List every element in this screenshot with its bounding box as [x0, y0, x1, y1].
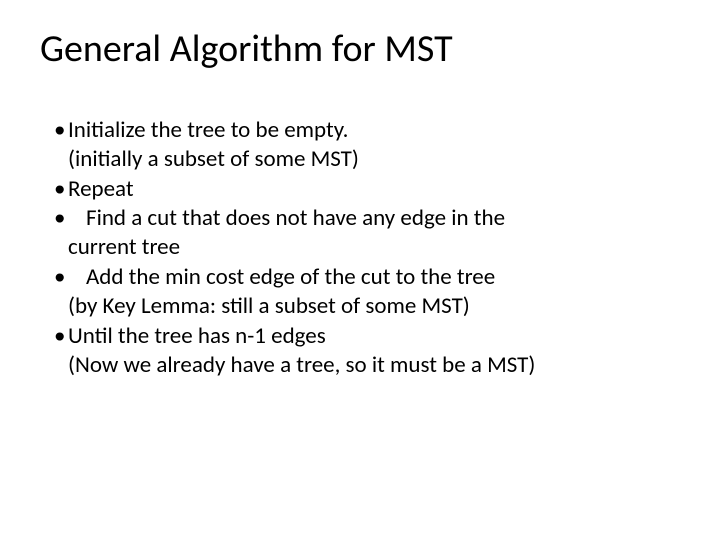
- bullet-text: Repeat: [68, 175, 680, 204]
- slide-body: • Initialize the tree to be empty. (init…: [40, 116, 680, 381]
- slide-title: General Algorithm for MST: [40, 28, 680, 72]
- bullet-continuation: (initially a subset of some MST): [54, 145, 680, 174]
- bullet-item: • Until the tree has n-1 edges: [54, 322, 680, 351]
- bullet-item: • Repeat: [54, 175, 680, 204]
- bullet-item-sub: • Add the min cost edge of the cut to th…: [54, 263, 680, 292]
- slide: General Algorithm for MST • Initialize t…: [0, 0, 720, 540]
- bullet-continuation: (by Key Lemma: still a subset of some MS…: [54, 292, 680, 321]
- bullet-icon: •: [54, 263, 86, 292]
- bullet-item: • Initialize the tree to be empty.: [54, 116, 680, 145]
- bullet-text: Add the min cost edge of the cut to the …: [86, 263, 680, 292]
- bullet-icon: •: [54, 116, 68, 145]
- bullet-text: Find a cut that does not have any edge i…: [86, 204, 680, 233]
- bullet-text: Until the tree has n-1 edges: [68, 322, 680, 351]
- bullet-continuation: (Now we already have a tree, so it must …: [54, 351, 680, 380]
- bullet-item-sub: • Find a cut that does not have any edge…: [54, 204, 680, 233]
- bullet-icon: •: [54, 204, 86, 233]
- bullet-text: Initialize the tree to be empty.: [68, 116, 680, 145]
- bullet-icon: •: [54, 175, 68, 204]
- bullet-icon: •: [54, 322, 68, 351]
- bullet-continuation: current tree: [54, 233, 680, 262]
